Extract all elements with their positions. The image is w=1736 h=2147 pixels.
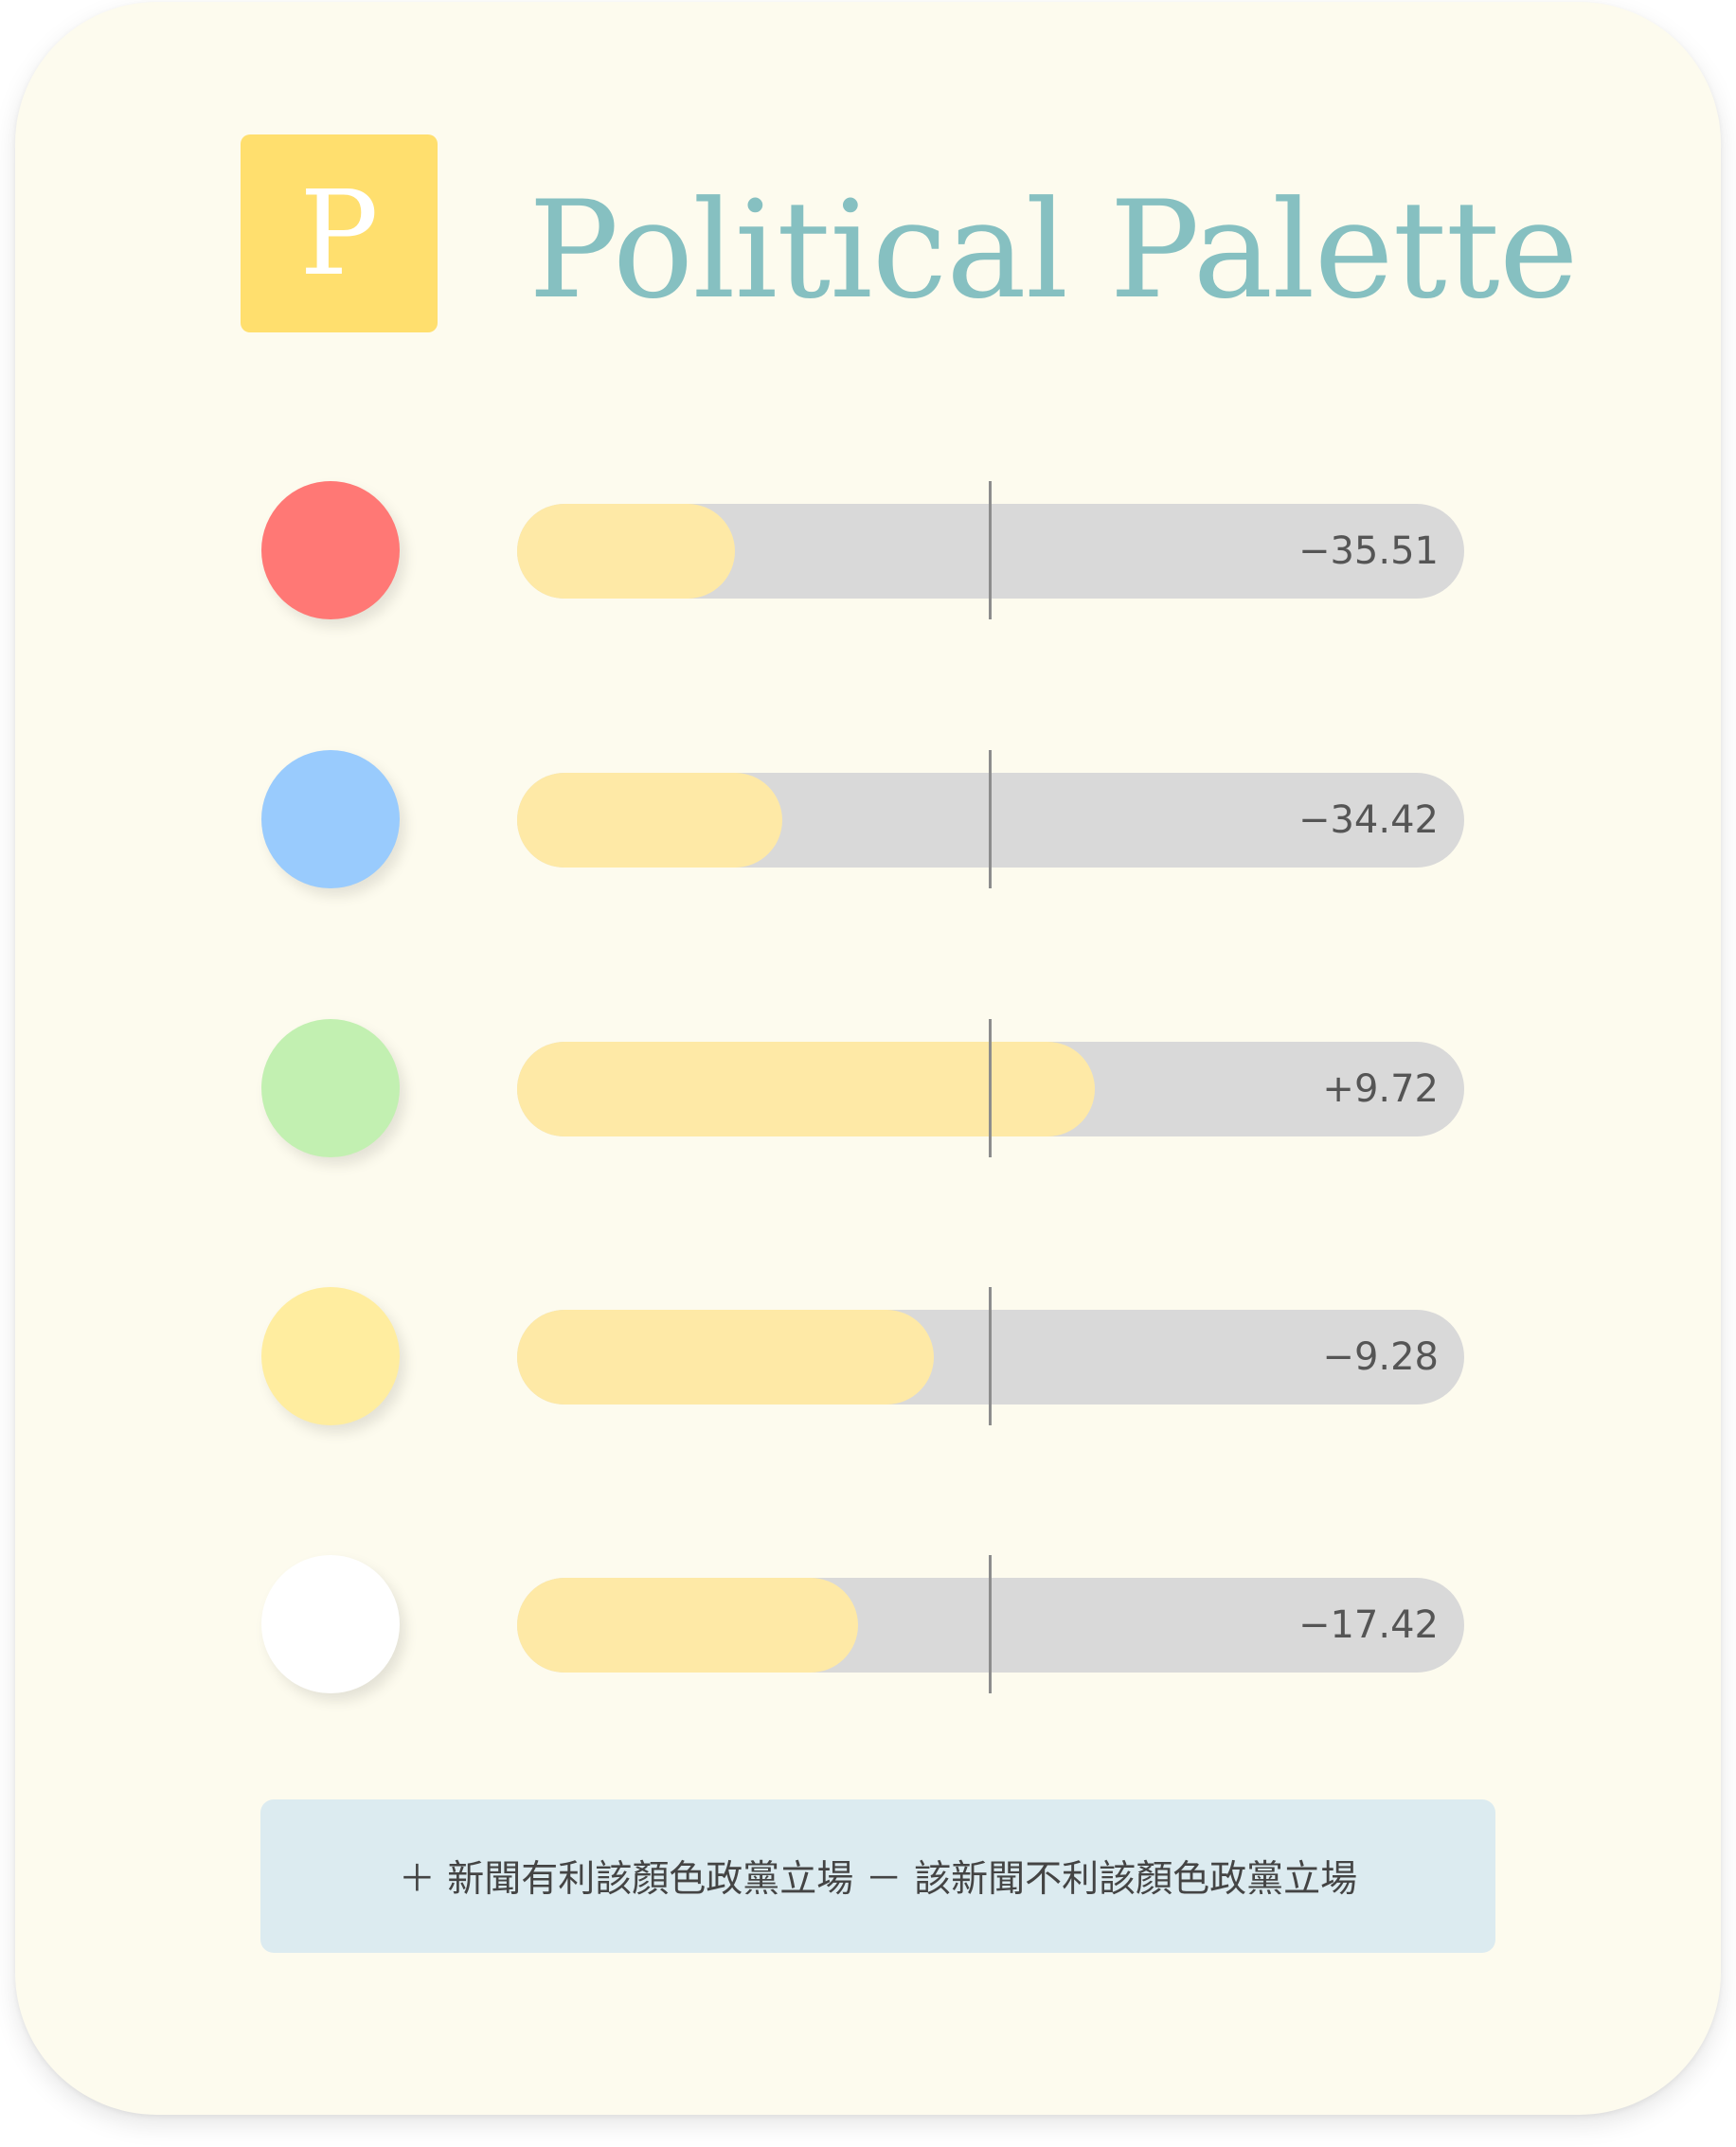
score-value: +9.72 <box>1322 1067 1439 1111</box>
legend-text: ＋ 新聞有利該顏色政黨立場 － 該新聞不利該顏色政黨立場 <box>398 1858 1358 1901</box>
party-color-dot <box>261 750 400 888</box>
score-bar-fill <box>517 1310 934 1404</box>
score-bar-fill <box>517 1578 858 1673</box>
palette-card: P Political Palette −35.51 −34.42 +9.72 … <box>15 2 1721 2115</box>
zero-marker-line <box>989 481 992 619</box>
party-color-dot <box>261 1287 400 1425</box>
score-bar-fill <box>517 1042 1095 1136</box>
legend-box: ＋ 新聞有利該顏色政黨立場 － 該新聞不利該顏色政黨立場 <box>260 1799 1495 1953</box>
score-value: −35.51 <box>1298 529 1439 573</box>
party-row-yellow: −9.28 <box>15 1287 1721 1429</box>
score-bar-fill <box>517 504 735 599</box>
score-value: −34.42 <box>1298 798 1439 842</box>
score-value: −9.28 <box>1322 1335 1439 1379</box>
zero-marker-line <box>989 1019 992 1157</box>
zero-marker-line <box>989 1555 992 1693</box>
party-color-dot <box>261 1019 400 1157</box>
party-row-white: −17.42 <box>15 1555 1721 1697</box>
app-title: Political Palette <box>528 172 1579 329</box>
party-color-dot <box>261 481 400 619</box>
party-row-blue: −34.42 <box>15 750 1721 892</box>
party-row-red: −35.51 <box>15 481 1721 623</box>
score-bar-fill <box>517 773 782 868</box>
app-logo: P <box>241 134 438 332</box>
zero-marker-line <box>989 750 992 888</box>
logo-letter: P <box>299 165 379 302</box>
score-value: −17.42 <box>1298 1603 1439 1647</box>
party-color-dot <box>261 1555 400 1693</box>
party-row-green: +9.72 <box>15 1019 1721 1161</box>
zero-marker-line <box>989 1287 992 1425</box>
